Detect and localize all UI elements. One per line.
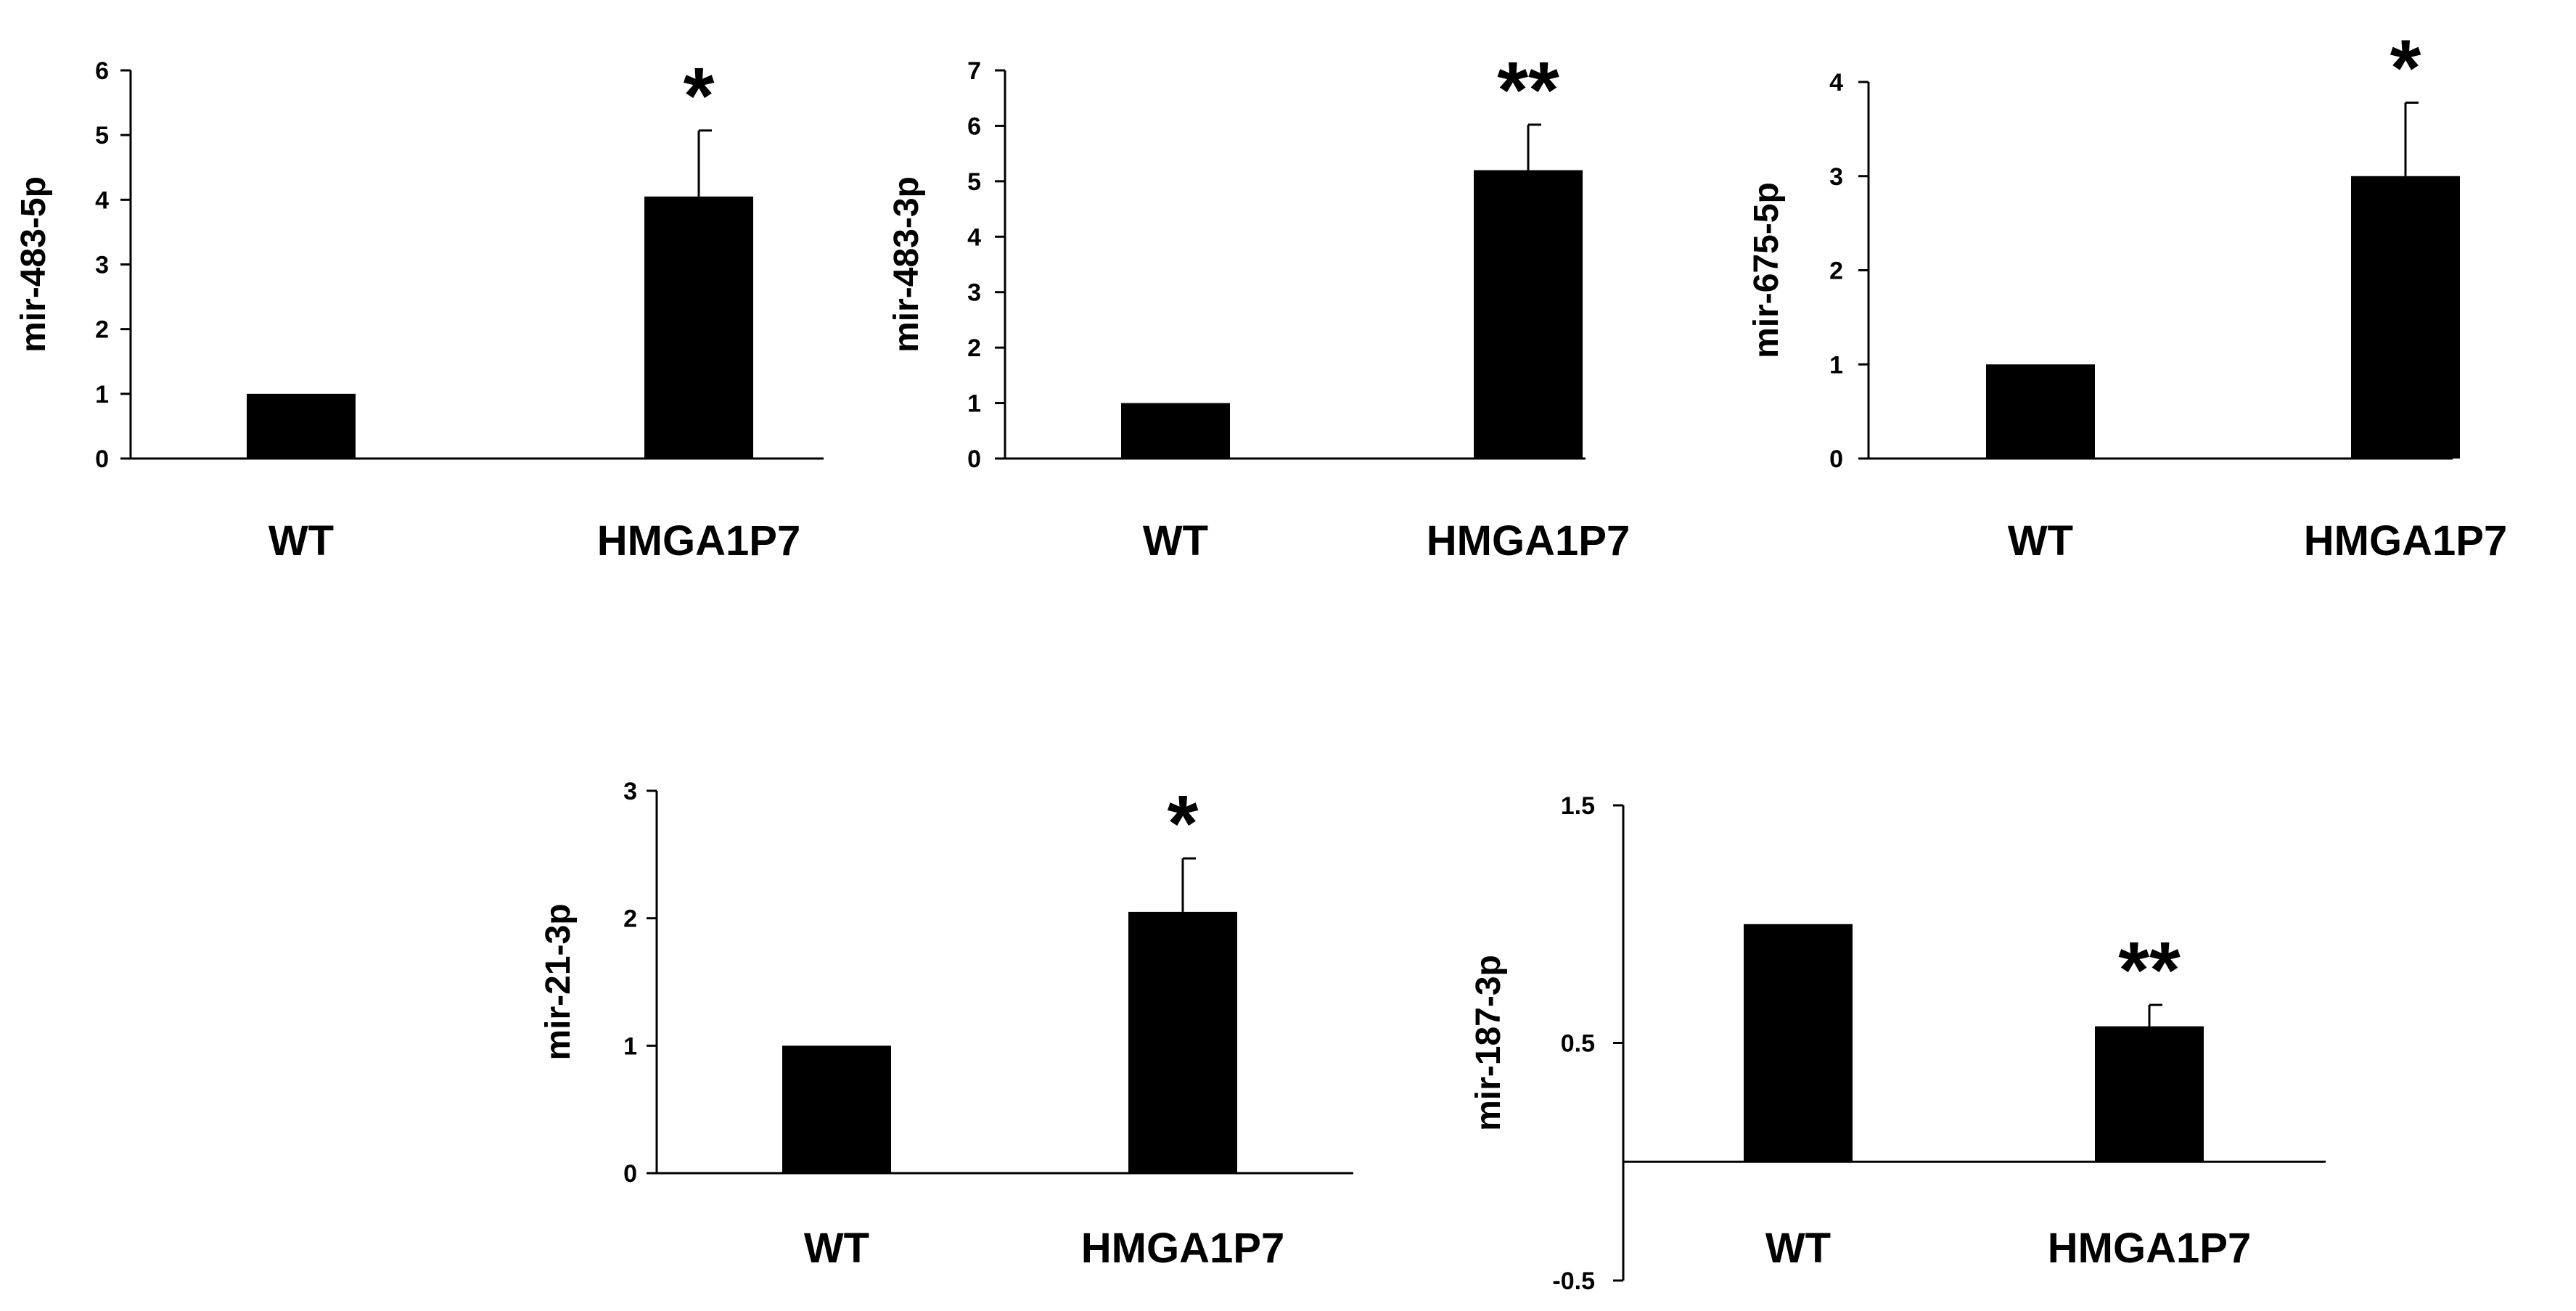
y-axis-label: mir-21-3p xyxy=(539,903,578,1060)
y-tick-label: 6 xyxy=(967,112,981,140)
y-tick-label: 7 xyxy=(967,57,981,85)
y-tick-label: 1 xyxy=(967,390,981,418)
category-label: HMGA1P7 xyxy=(597,517,800,564)
significance-mark: ** xyxy=(2118,926,2181,1015)
y-tick-label: 1 xyxy=(1829,351,1843,379)
significance-mark: * xyxy=(684,52,715,141)
category-label: WT xyxy=(1143,517,1208,564)
chart-panel-2: 0 1 2 3 4 5 6 7 mir-483-3p WT ** HMGA1P7 xyxy=(887,46,1630,564)
chart-panel-1: 0 1 2 3 4 5 6 mir-483-5p WT * HMGA1P7 xyxy=(15,52,824,564)
y-tick-label: 1 xyxy=(95,381,109,408)
y-tick-label: 5 xyxy=(95,122,109,149)
y-tick-label: 6 xyxy=(95,57,109,85)
y-tick-label: 3 xyxy=(967,279,981,307)
y-tick-label: 3 xyxy=(1829,163,1843,191)
y-tick-label: 0 xyxy=(95,445,109,473)
bar-hmga1p7 xyxy=(1128,911,1237,1173)
y-tick-label: 0 xyxy=(1829,445,1843,473)
y-tick-label: 4 xyxy=(967,223,981,251)
significance-mark: * xyxy=(2390,24,2421,113)
y-tick-label: -0.5 xyxy=(1552,1267,1595,1295)
category-label: WT xyxy=(1765,1225,1831,1272)
category-label: HMGA1P7 xyxy=(1427,517,1630,564)
chart-panel-5: -0.5 0.5 1.5 mir-187-3p WT ** HMGA1P7 xyxy=(1469,792,2326,1295)
bar-wt xyxy=(1121,403,1230,459)
y-tick-label: 1 xyxy=(623,1032,637,1060)
bar-wt xyxy=(782,1045,891,1173)
y-tick-label: 3 xyxy=(95,252,109,279)
y-tick-label: 3 xyxy=(623,778,637,805)
bar-wt xyxy=(1986,364,2095,459)
significance-mark: ** xyxy=(1497,46,1559,135)
category-label: WT xyxy=(2008,517,2073,564)
y-tick-label: 4 xyxy=(1829,69,1843,96)
bar-wt xyxy=(247,393,356,459)
bar-hmga1p7 xyxy=(2095,1026,2204,1162)
y-tick-label: 5 xyxy=(967,168,981,196)
y-tick-label: 2 xyxy=(1829,258,1843,285)
y-axis-label: mir-483-5p xyxy=(15,176,53,353)
y-tick-label: 4 xyxy=(95,186,109,214)
y-axis-label: mir-187-3p xyxy=(1469,955,1508,1131)
category-label: WT xyxy=(268,517,334,564)
category-label: HMGA1P7 xyxy=(2304,517,2507,564)
bar-hmga1p7 xyxy=(1474,170,1583,459)
y-axis-label: mir-483-3p xyxy=(887,176,926,353)
y-tick-label: 0 xyxy=(967,445,981,473)
y-tick-label: 0 xyxy=(623,1160,637,1188)
y-tick-label: 2 xyxy=(95,316,109,344)
category-label: HMGA1P7 xyxy=(1081,1225,1284,1272)
category-label: HMGA1P7 xyxy=(2048,1225,2251,1272)
y-tick-label: 0.5 xyxy=(1561,1030,1595,1058)
y-tick-label: 1.5 xyxy=(1561,792,1595,820)
chart-panel-4: 0 1 2 3 mir-21-3p WT * HMGA1P7 xyxy=(539,778,1353,1272)
bar-wt xyxy=(1744,924,1853,1162)
y-axis-label: mir-675-5p xyxy=(1747,182,1786,358)
y-tick-label: 2 xyxy=(623,905,637,933)
category-label: WT xyxy=(804,1225,869,1272)
bar-hmga1p7 xyxy=(644,196,753,459)
bar-hmga1p7 xyxy=(2351,176,2460,459)
significance-mark: * xyxy=(1168,779,1199,868)
y-tick-label: 2 xyxy=(967,334,981,362)
chart-panel-3: 0 1 2 3 4 mir-675-5p WT * HMGA1P7 xyxy=(1747,24,2507,564)
